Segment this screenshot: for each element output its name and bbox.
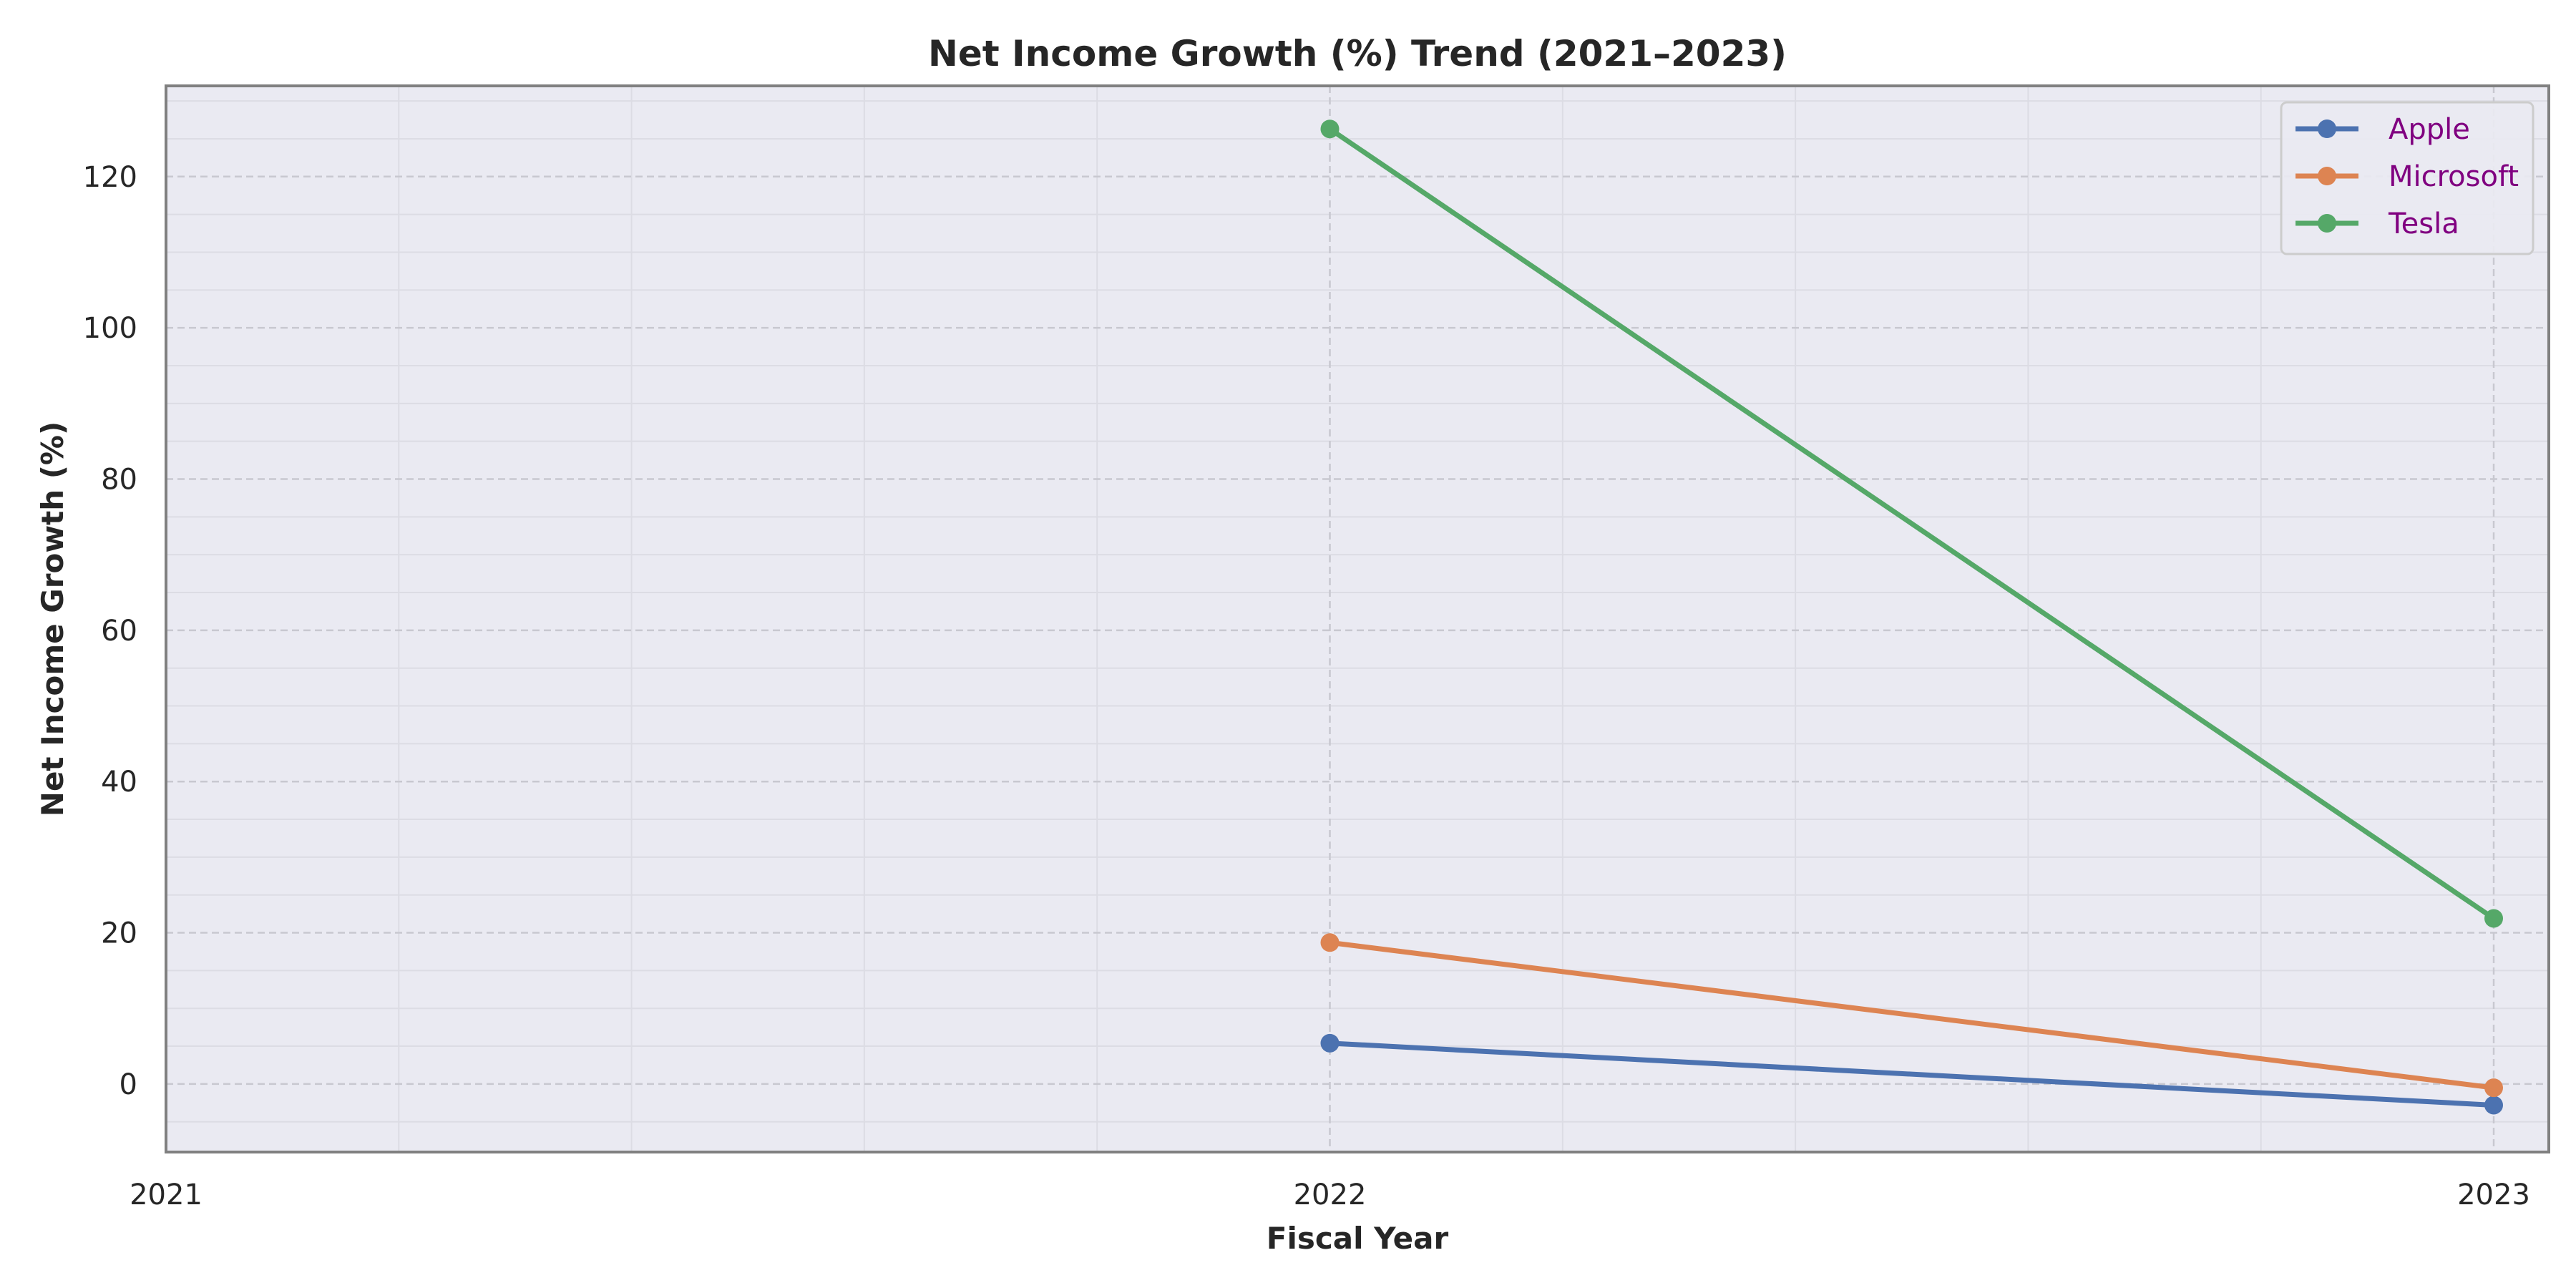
legend-label-microsoft: Microsoft: [2389, 160, 2519, 193]
x-axis: 2021 2022 2023: [130, 1179, 2530, 1211]
y-axis: 0 20 40 60 80 100 120: [83, 161, 137, 1101]
data-point-tesla: [2484, 909, 2503, 928]
x-tick-label: 2021: [130, 1179, 203, 1211]
data-point-microsoft: [1320, 933, 1340, 952]
series-tesla: [1320, 119, 2503, 928]
y-tick-label: 0: [119, 1068, 137, 1101]
series-line-apple: [1327, 1040, 2497, 1108]
y-axis-label: Net Income Growth (%): [35, 421, 70, 816]
x-tick-label: 2022: [1294, 1179, 1367, 1211]
data-point-tesla: [1320, 119, 1340, 139]
legend-label-apple: Apple: [2389, 113, 2470, 146]
legend: Apple Microsoft Tesla: [2280, 101, 2534, 255]
x-axis-label: Fiscal Year: [1267, 1221, 1449, 1256]
series-line-microsoft: [1327, 940, 2497, 1091]
y-tick-label: 120: [83, 161, 137, 194]
chart-title: Net Income Growth (%) Trend (2021–2023): [928, 33, 1787, 74]
legend-marker-tesla: [2318, 214, 2336, 233]
y-tick-label: 100: [83, 312, 137, 345]
data-point-microsoft: [2484, 1078, 2503, 1098]
series-layer: [1320, 119, 2503, 1115]
minor-grid: [166, 86, 2549, 1152]
plot-frame: [165, 84, 2550, 1153]
legend-box: [2280, 101, 2534, 255]
plot-area: [166, 86, 2549, 1152]
series-apple: [1320, 1033, 2503, 1115]
series-microsoft: [1320, 933, 2503, 1098]
series-line-tesla: [1327, 126, 2497, 921]
major-grid: [166, 86, 2549, 1152]
legend-marker-apple: [2318, 119, 2336, 138]
legend-label-tesla: Tesla: [2388, 208, 2459, 240]
legend-marker-microsoft: [2318, 167, 2336, 185]
y-tick-label: 20: [101, 917, 137, 950]
y-tick-label: 80: [101, 464, 137, 497]
data-point-apple: [2484, 1096, 2503, 1115]
y-tick-label: 40: [101, 766, 137, 799]
x-tick-label: 2023: [2457, 1179, 2530, 1211]
y-tick-label: 60: [101, 615, 137, 648]
data-point-apple: [1320, 1033, 1340, 1053]
